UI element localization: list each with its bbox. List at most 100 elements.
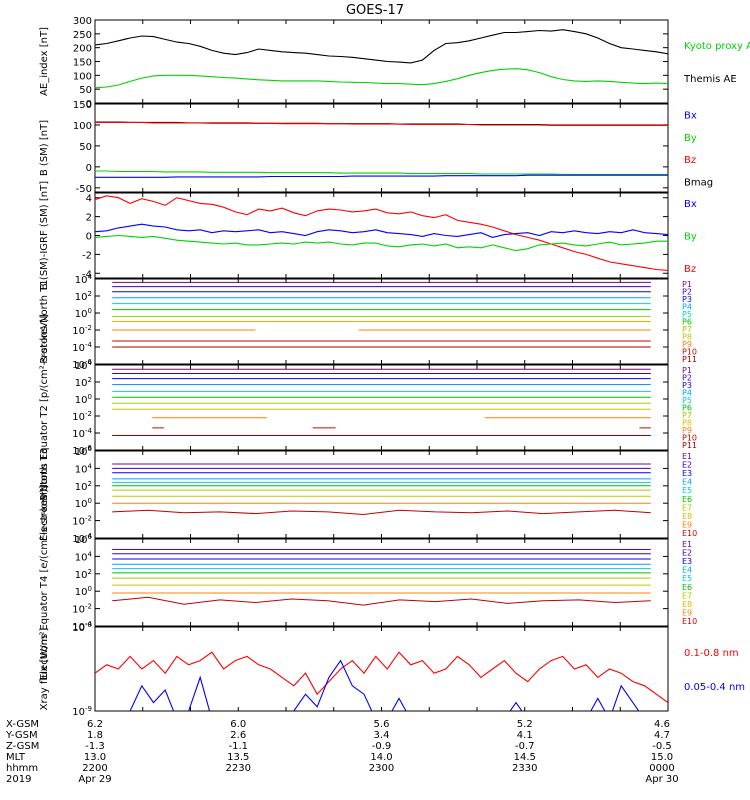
y-tick-label: 10-4	[72, 532, 92, 545]
footer-row-label: X-GSM	[6, 719, 39, 730]
legend-p11: P11	[682, 355, 697, 364]
legend-e6: E6	[682, 583, 692, 592]
channel-line	[112, 509, 651, 516]
y-tick-label: 10-2	[72, 603, 92, 616]
y-tick-label: 100	[75, 307, 92, 320]
legend-e8: E8	[682, 600, 692, 609]
legend-p10: P10	[682, 348, 697, 357]
legend-e6: E6	[682, 495, 692, 504]
legend-bx: Bx	[684, 199, 697, 210]
legend-e10: E10	[682, 529, 697, 538]
footer-value: -0.9	[372, 741, 392, 752]
footer-value: 2230	[226, 763, 251, 774]
y-tick-label: -50	[76, 184, 92, 195]
footer-value: 2330	[512, 763, 537, 774]
y-axis-label: B (SM)-IGRF (SM) [nT]	[39, 181, 50, 290]
footer-value: 5.2	[517, 719, 533, 730]
y-tick-label: 50	[79, 85, 92, 96]
y-tick-label: 104	[75, 462, 93, 475]
series-by	[95, 170, 668, 175]
legend-e7: E7	[682, 591, 692, 600]
legend-p4: P4	[682, 303, 692, 312]
panel-frame	[94, 364, 669, 451]
panel-frame	[94, 538, 669, 627]
y-tick-label: 100	[73, 121, 92, 132]
legend-e4: E4	[682, 478, 692, 487]
y-tick-label: 10-6	[72, 358, 92, 371]
panel-xray: 10-8 10-9 Xray flux [W/m²] 0.1-0.8 nm 0.05-0…	[39, 621, 745, 718]
series-bx	[95, 223, 668, 238]
series-0-05-0-4-nm	[129, 659, 640, 711]
legend-p5: P5	[682, 396, 692, 405]
y-tick-label: 104	[75, 550, 93, 563]
legend-bz: Bz	[684, 155, 696, 166]
y-axis-label: AE_index [nT]	[39, 27, 50, 96]
y-tick-label: 10-4	[72, 341, 92, 354]
legend-e8: E8	[682, 512, 692, 521]
y-tick-label: 10-4	[72, 620, 92, 633]
legend-p1: P1	[682, 280, 692, 289]
panel-ae: 300 250 200 150 100 50 0 AE_index [nT] Kyoto pro…	[39, 16, 750, 110]
legend-0-1-0-8-nm: 0.1-0.8 nm	[684, 648, 739, 659]
legend-p7: P7	[682, 411, 692, 420]
y-tick-label: 102	[75, 480, 92, 493]
panel-frame	[94, 103, 669, 193]
legend-0-05-0-4-nm: 0.05-0.4 nm	[684, 682, 745, 693]
y-axis-label: Xray flux [W/m²]	[39, 628, 50, 711]
footer-value: 14.5	[514, 752, 536, 763]
y-tick-label: 150	[73, 58, 92, 69]
footer-value: -0.5	[652, 741, 672, 752]
footer-value: 15.0	[651, 752, 673, 763]
footer-value: 3.4	[374, 730, 390, 741]
legend-p10: P10	[682, 434, 697, 443]
footer-row-label: Y-GSM	[5, 730, 38, 741]
y-tick-label: 4	[86, 194, 92, 205]
y-tick-label: 0	[86, 99, 92, 110]
legend-p4: P4	[682, 389, 692, 398]
y-tick-label: 0	[86, 163, 92, 174]
panel-frame	[94, 626, 669, 712]
legend-e2: E2	[682, 549, 692, 558]
panel-frame	[94, 19, 669, 104]
y-axis-label: B (SM) [nT]	[39, 120, 50, 176]
series-bz	[95, 195, 668, 271]
y-tick-label: 50	[79, 142, 92, 153]
footer-value: 0000	[649, 763, 674, 774]
legend-p8: P8	[682, 333, 692, 342]
legend-p6: P6	[682, 404, 692, 413]
legend-p2: P2	[682, 374, 692, 383]
legend-p8: P8	[682, 419, 692, 428]
panel-bigrf: 4 2 0 -2 -4 B (SM)-IGRF (SM) [nT] Bx By Bz	[39, 181, 697, 290]
legend-p1: P1	[682, 366, 692, 375]
y-tick-label: 102	[75, 290, 92, 303]
panel-bsm: 150 100 50 0 -50 B (SM) [nT] Bx By Bz Bmag	[39, 100, 713, 195]
footer-value: 6.0	[230, 719, 246, 730]
legend-p6: P6	[682, 318, 692, 327]
footer-value: -0.7	[515, 741, 535, 752]
y-axis-label: Protons North T1	[39, 279, 50, 363]
series-bx	[95, 174, 668, 178]
legend-e2: E2	[682, 461, 692, 470]
legend-p9: P9	[682, 340, 692, 349]
channel-line	[112, 596, 651, 606]
legend-e9: E9	[682, 608, 692, 617]
legend-e5: E5	[682, 574, 692, 583]
legend-p2: P2	[682, 288, 692, 297]
footer-value: 6.2	[87, 719, 103, 730]
y-tick-label: 100	[75, 497, 92, 510]
legend-p7: P7	[682, 325, 692, 334]
legend-e10: E10	[682, 617, 697, 626]
legend-bz: Bz	[684, 264, 696, 275]
y-tick-label: 100	[73, 71, 92, 82]
legend-p11: P11	[682, 441, 697, 450]
legend-e9: E9	[682, 520, 692, 529]
y-axis-label: Protons Equator T2 [p/(cm²-s-sr-keV)]	[39, 314, 50, 501]
legend-p5: P5	[682, 310, 692, 319]
footer-value: 1.8	[87, 730, 103, 741]
panel-frame	[94, 192, 669, 279]
y-tick-label: 100	[75, 393, 92, 406]
series-0-1-0-8-nm	[95, 651, 668, 704]
y-tick-label: 102	[75, 376, 92, 389]
footer-row-label: Z-GSM	[6, 741, 39, 752]
